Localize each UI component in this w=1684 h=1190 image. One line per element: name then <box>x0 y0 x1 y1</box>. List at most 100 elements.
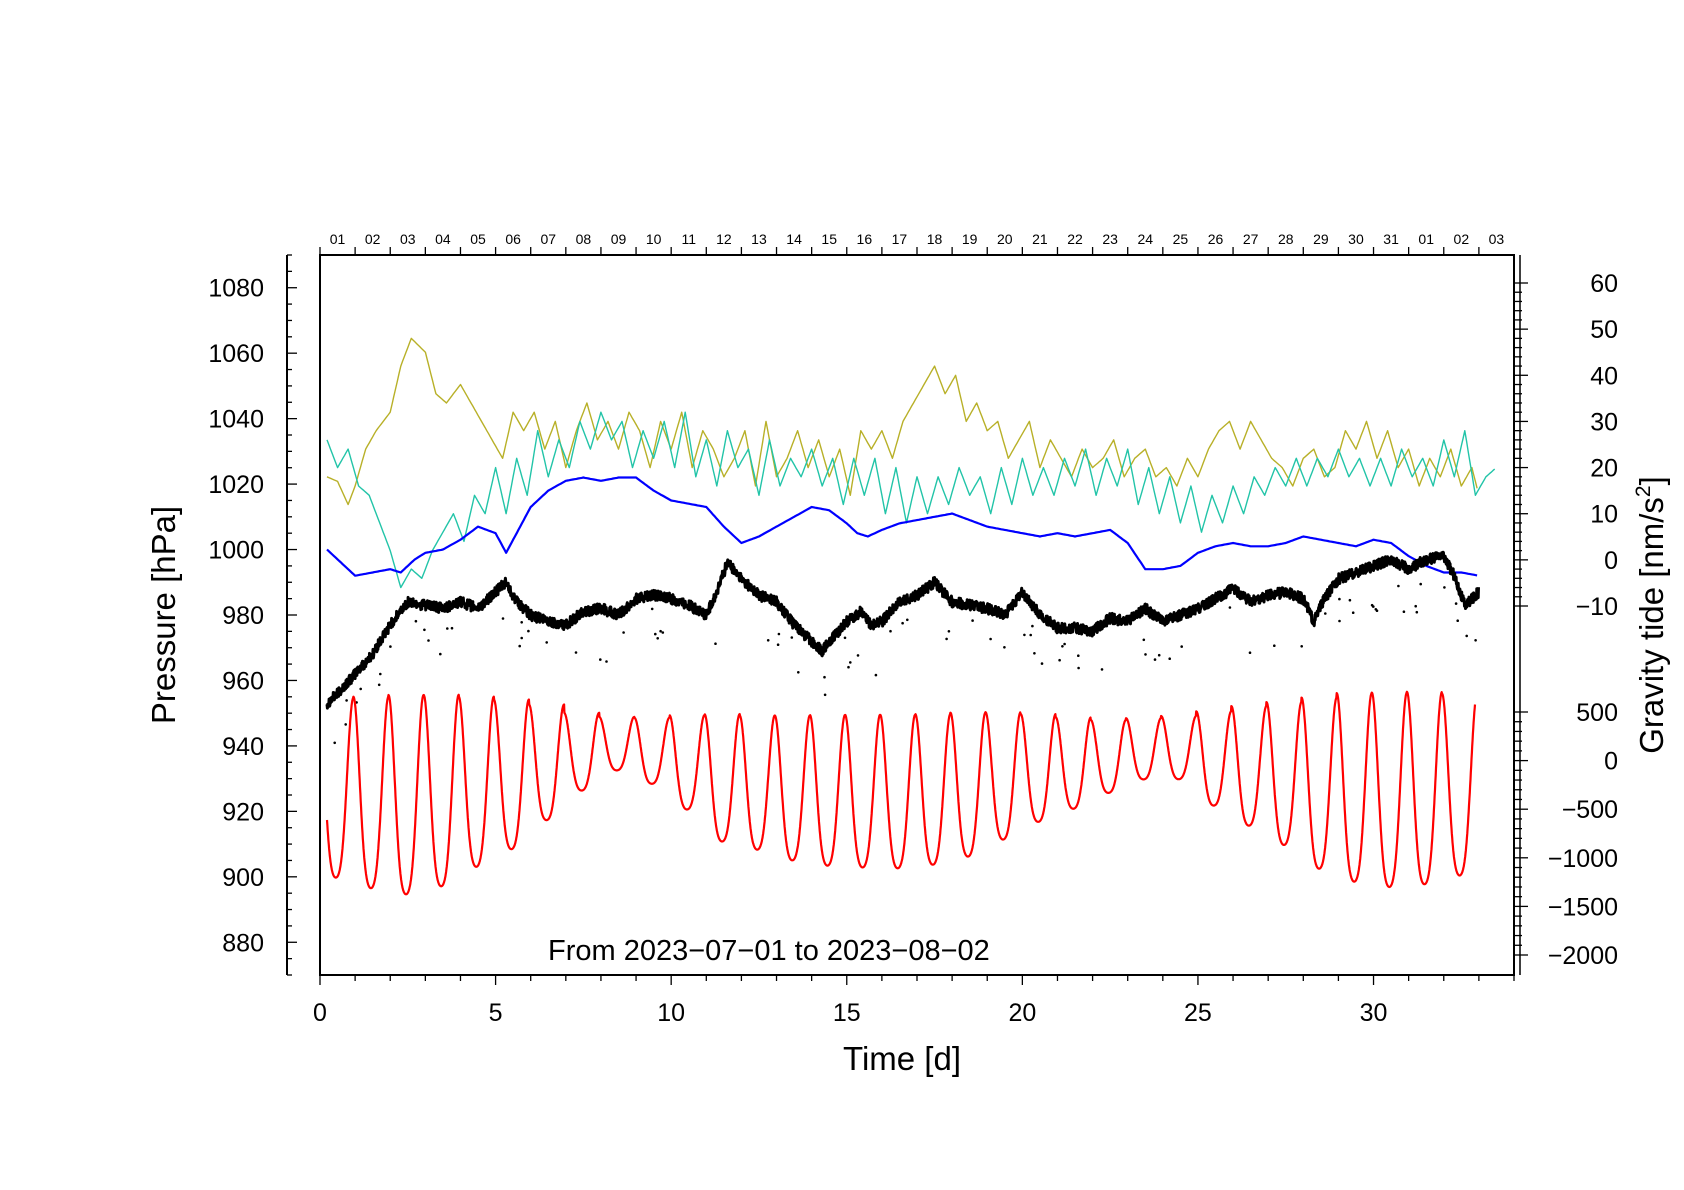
pressure-outlier-dot <box>423 628 426 632</box>
top-day-label: 18 <box>927 231 943 247</box>
top-day-label: 05 <box>470 231 486 247</box>
gravity-tide-line <box>325 690 1477 896</box>
right-residual-tick-label: −10 <box>1576 593 1618 621</box>
top-day-label: 25 <box>1173 231 1189 247</box>
pressure-outlier-dot <box>1157 653 1161 657</box>
pressure-outlier-dot <box>797 671 800 674</box>
top-day-label: 11 <box>681 231 696 247</box>
right-axis-title: Gravity tide [nm/s2] <box>1632 476 1670 754</box>
top-day-label: 15 <box>821 231 837 247</box>
bottom-tick-label: 10 <box>657 999 685 1027</box>
pressure-outlier-dot <box>989 637 992 641</box>
top-day-label: 12 <box>716 231 732 247</box>
left-axis-title: Pressure [hPa] <box>145 506 182 724</box>
pressure-outlier-dot <box>1228 606 1232 609</box>
pressure-outlier-dot <box>843 636 847 640</box>
left-tick-label: 900 <box>222 864 264 892</box>
right-tide-tick-label: −1000 <box>1548 845 1618 873</box>
pressure-outlier-dot <box>1372 605 1375 608</box>
top-day-label: 26 <box>1208 231 1224 247</box>
pressure-outlier-dot <box>377 683 381 687</box>
pressure-outlier-dot <box>574 651 578 654</box>
pressure-outlier-dot <box>1474 639 1477 642</box>
pressure-outlier-dot <box>1077 666 1080 670</box>
pressure-outlier-dot <box>501 617 505 620</box>
pressure-outlier-dot <box>1324 612 1327 615</box>
right-residual-tick-label: 60 <box>1590 270 1618 298</box>
pressure-outlier-dot <box>1100 668 1104 671</box>
pressure-outlier-dot <box>605 660 608 663</box>
pressure-outlier-dot <box>1351 611 1355 614</box>
top-day-label: 29 <box>1313 231 1329 247</box>
pressure-outlier-dot <box>1029 633 1032 637</box>
pressure-outlier-dot <box>359 687 363 691</box>
pressure-outlier-dot <box>520 636 523 640</box>
right-axis-title-close: ] <box>1633 476 1670 485</box>
top-day-label: 17 <box>892 231 908 247</box>
bottom-tick-label: 20 <box>1008 999 1036 1027</box>
left-tick-label: 880 <box>222 929 264 957</box>
pressure-outlier-dot <box>379 672 382 676</box>
top-day-label: 10 <box>646 231 662 247</box>
top-day-label: 21 <box>1032 231 1048 247</box>
pressure-outlier-dot <box>1348 598 1352 602</box>
top-day-label: 02 <box>365 231 381 247</box>
right-tide-tick-label: 500 <box>1576 699 1618 727</box>
pressure-outlier-dot <box>714 642 717 645</box>
left-tick-label: 1040 <box>208 406 264 434</box>
top-day-label: 03 <box>1489 231 1505 247</box>
pressure-outlier-dot <box>345 699 348 702</box>
pressure-outlier-dot <box>1454 602 1458 605</box>
pressure-outlier-dot <box>1168 657 1171 660</box>
top-day-label: 24 <box>1137 231 1153 247</box>
pressure-outlier-dot <box>527 629 530 633</box>
pressure-outlier-dot <box>520 621 523 624</box>
left-tick-label: 940 <box>222 733 264 761</box>
left-tick-label: 1060 <box>208 340 264 368</box>
top-day-label: 14 <box>786 231 802 247</box>
left-tick-label: 1080 <box>208 275 264 303</box>
pressure-outlier-dot <box>1465 634 1468 638</box>
pressure-outlier-dot <box>1415 610 1419 614</box>
top-day-label: 08 <box>576 231 592 247</box>
plot-frame <box>319 254 1515 976</box>
top-day-label: 03 <box>400 231 416 247</box>
bottom-tick-label: 25 <box>1184 999 1212 1027</box>
x-axis-title: Time [d] <box>843 1040 961 1077</box>
pressure-outlier-dot <box>450 626 454 630</box>
bottom-tick-label: 15 <box>833 999 861 1027</box>
pressure-outlier-dot <box>945 637 948 641</box>
right-axis-title-main: Gravity tide [nm/s <box>1633 497 1670 754</box>
right-residual-tick-label: 20 <box>1590 455 1618 483</box>
pressure-outlier-dot <box>1180 645 1183 648</box>
top-day-label: 16 <box>857 231 873 247</box>
top-day-label: 01 <box>330 231 346 247</box>
pressure-outlier-dot <box>545 641 548 644</box>
pressure-outlier-dot <box>344 723 348 726</box>
pressure-outlier-dot <box>849 661 852 664</box>
top-day-label: 27 <box>1243 231 1259 247</box>
right-residual-tick-label: 10 <box>1590 501 1618 529</box>
top-day-label: 01 <box>1418 231 1434 247</box>
right-tide-tick-label: −500 <box>1562 796 1618 824</box>
bottom-tick-label: 5 <box>489 999 503 1027</box>
pressure-outlier-dot <box>1402 610 1406 613</box>
pressure-outlier-dot <box>1058 658 1061 662</box>
date-range-annotation: From 2023−07−01 to 2023−08−02 <box>548 935 990 967</box>
data-series-layer <box>325 337 1496 896</box>
pressure-outlier-dot <box>622 631 625 634</box>
pressure-outlier-dot <box>1456 619 1459 622</box>
top-day-label: 19 <box>962 231 978 247</box>
pressure-outlier-dot <box>650 607 654 611</box>
pressure-outlier-dot <box>1142 638 1146 642</box>
right-residual-tick-label: 50 <box>1590 316 1618 344</box>
pressure-outlier-dot <box>790 636 794 639</box>
pressure-outlier-dot <box>947 630 951 633</box>
pressure-outlier-dot <box>1061 645 1064 648</box>
right-axis-title-sup: 2 <box>1632 485 1655 497</box>
pressure-outlier-dot <box>823 675 826 679</box>
pressure-outlier-dot <box>414 619 418 623</box>
pressure-outlier-dot <box>1273 644 1276 647</box>
pressure-outlier-dot <box>599 658 602 661</box>
